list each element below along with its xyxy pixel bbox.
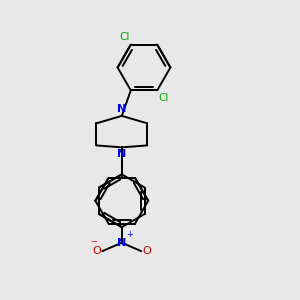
Text: Cl: Cl xyxy=(119,32,129,42)
Text: Cl: Cl xyxy=(159,93,169,103)
Text: N: N xyxy=(117,238,126,248)
Text: O: O xyxy=(93,246,101,256)
Text: +: + xyxy=(126,230,133,239)
Text: N: N xyxy=(117,149,126,159)
Text: −: − xyxy=(91,237,98,246)
Text: N: N xyxy=(117,104,126,114)
Text: O: O xyxy=(142,246,151,256)
